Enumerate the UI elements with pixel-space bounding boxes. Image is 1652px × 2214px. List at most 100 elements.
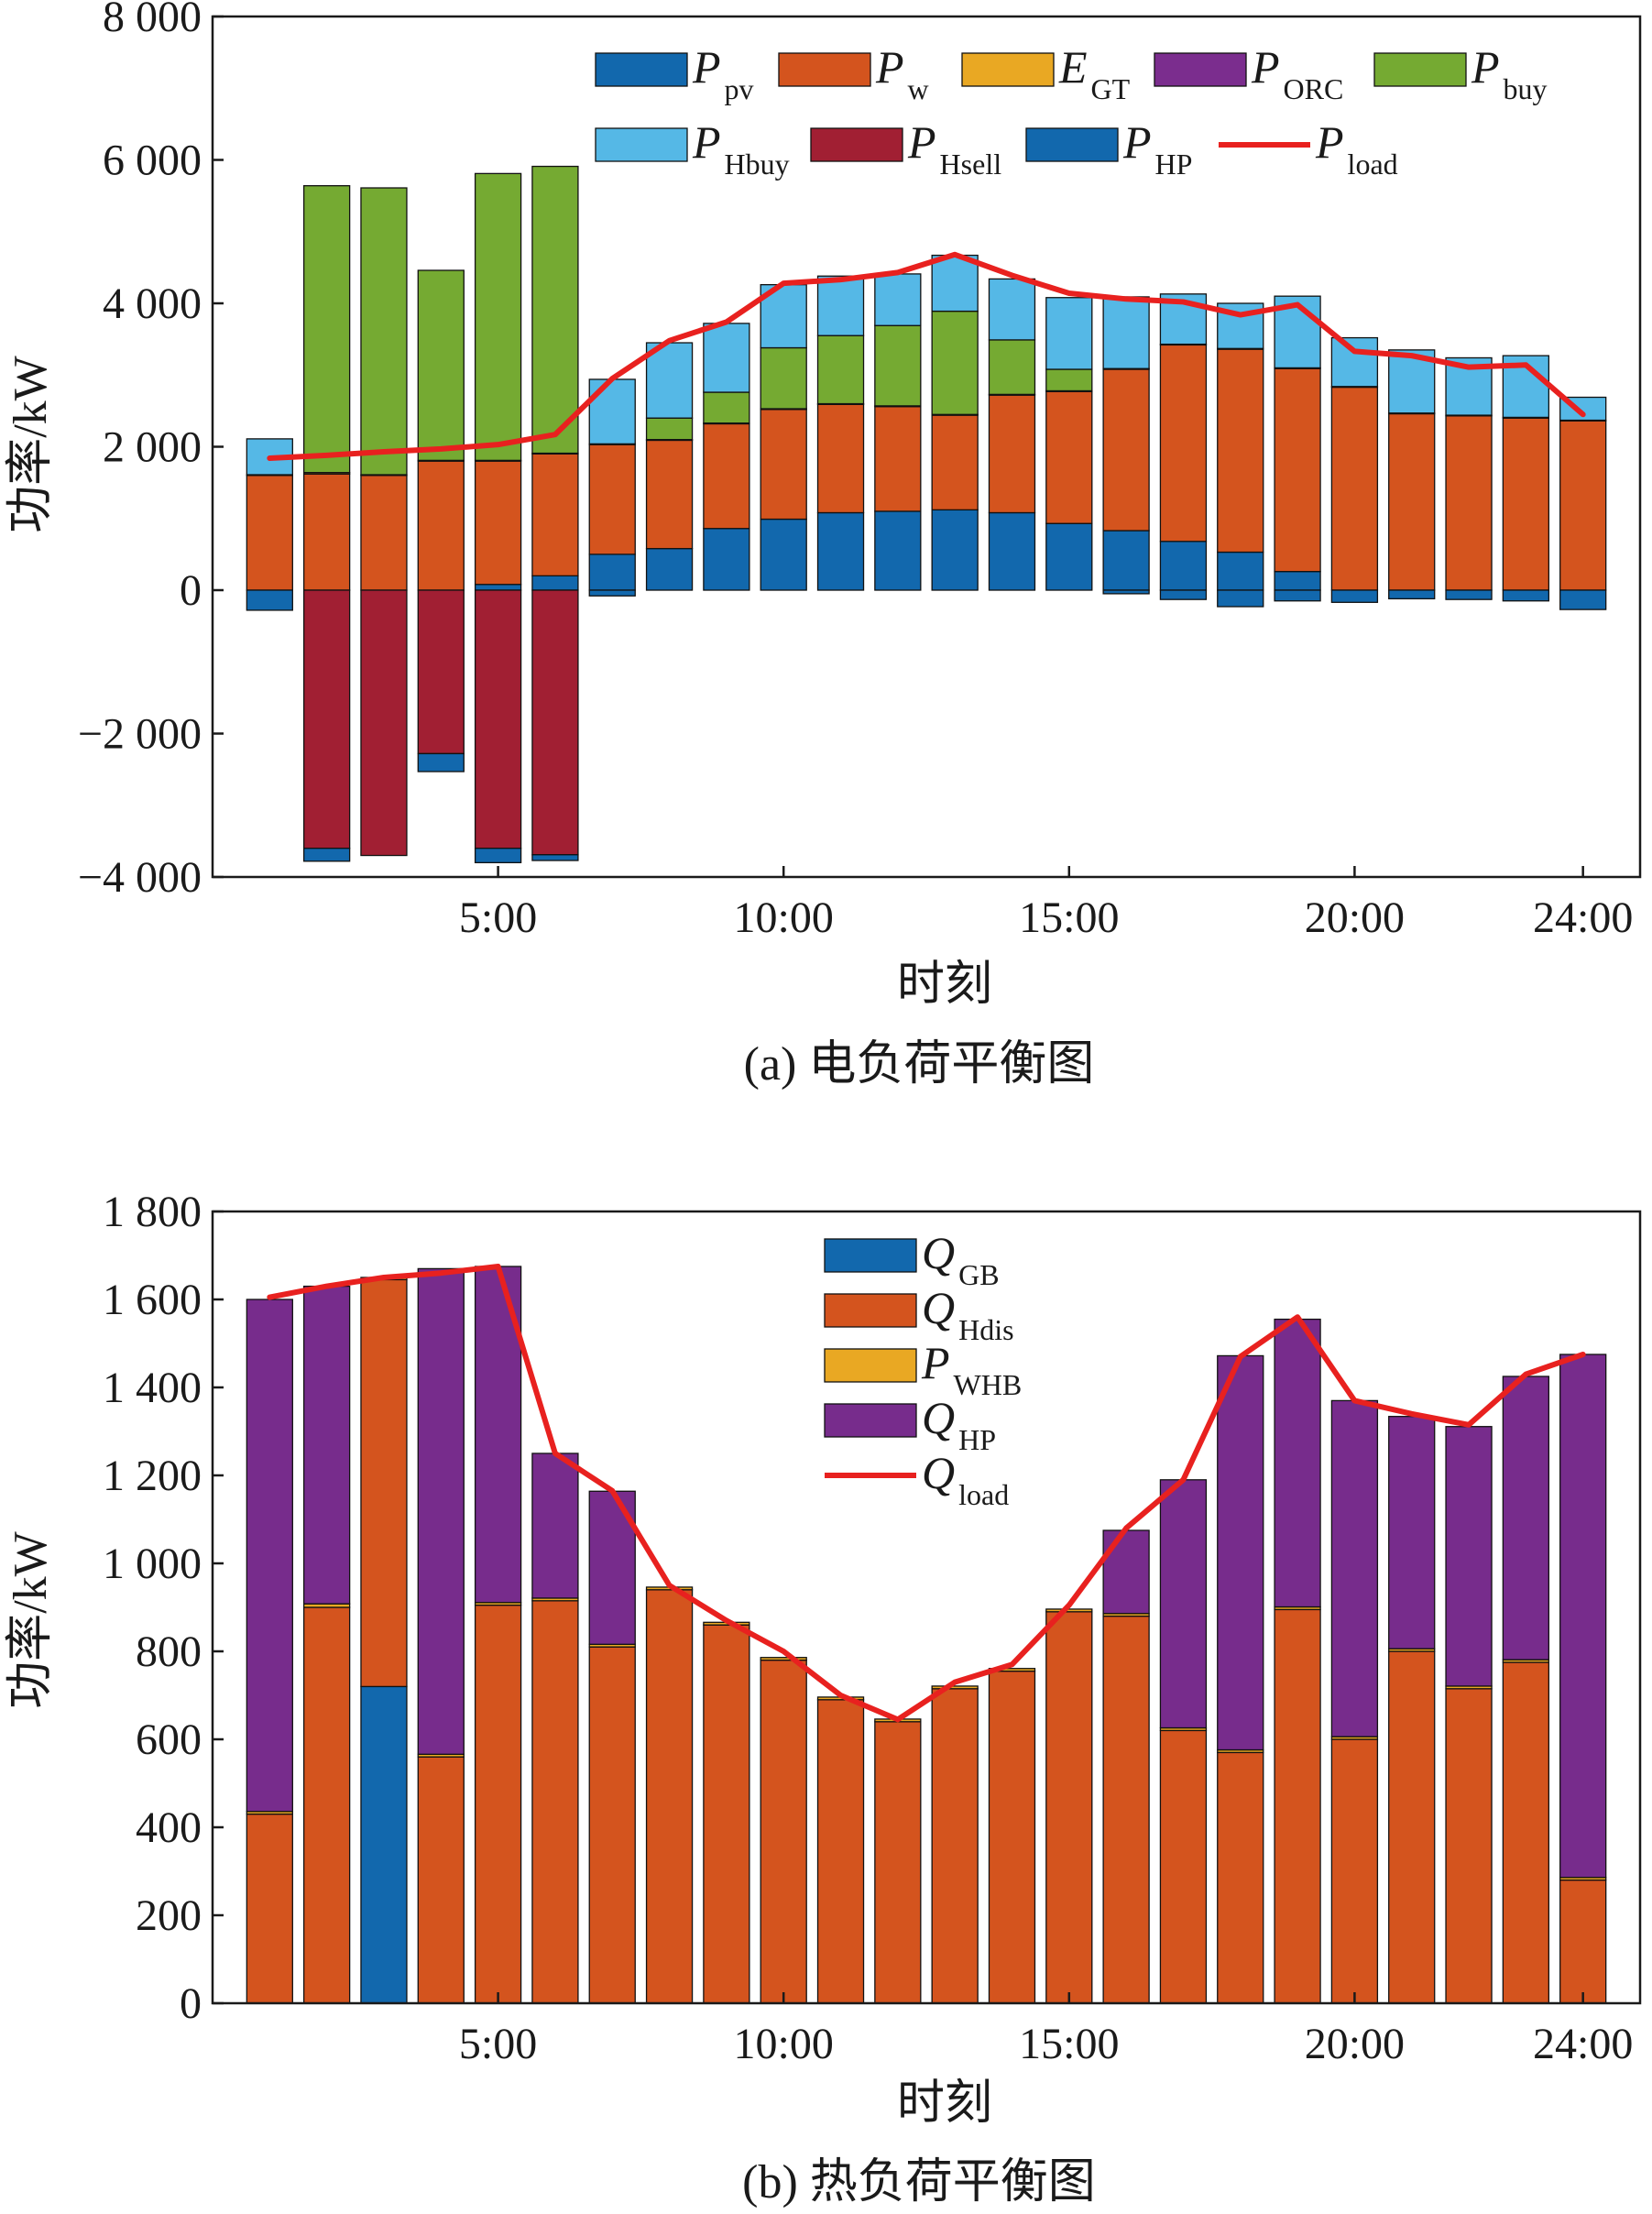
bar-P_Hbuy-h20: [1330, 336, 1379, 388]
bar-P_Hbuy-h11: [816, 275, 865, 336]
bar-P_Hsell-h3: [360, 589, 408, 857]
bar-Q_Hdis-h2: [302, 1606, 351, 2004]
line-P_load: [267, 251, 1586, 462]
y-tick-label: 1 800: [103, 1188, 202, 1236]
bar-P_WHB-h15: [1045, 1608, 1093, 1613]
legend-swatch: [824, 1238, 917, 1273]
y-tick-label: 0: [180, 1979, 202, 2028]
bar-P_HP-h19: [1274, 589, 1321, 602]
bar-P_HP-h20: [1330, 589, 1379, 603]
bar-P_buy-h15: [1045, 368, 1093, 392]
y-tick-label: 400: [136, 1803, 202, 1852]
bar-Q_Hdis-h20: [1330, 1738, 1379, 2004]
legend-label: Q HP: [922, 1392, 996, 1456]
y-tick-label: 200: [136, 1891, 202, 1940]
bars-electric: [246, 165, 1607, 864]
bar-P_WHB-h10: [760, 1657, 807, 1661]
bar-P_buy-h3: [360, 187, 408, 476]
y-tick-label: 8 000: [103, 0, 202, 41]
bar-P_Hbuy-h14: [988, 278, 1036, 341]
legend-label: P HP: [1122, 116, 1192, 181]
bar-P_w-h5: [474, 460, 522, 586]
bar-Q_Hdis-h24: [1559, 1879, 1607, 2004]
bar-Q_Hdis-h8: [645, 1589, 694, 2004]
bar-P_w-h24: [1559, 420, 1607, 591]
y-tick-label: 2 000: [103, 423, 202, 472]
bar-P_buy-h8: [645, 417, 694, 441]
bar-P_w-h10: [760, 409, 807, 521]
bar-P_HP-h4: [417, 752, 465, 773]
bar-P_Hbuy-h15: [1045, 297, 1093, 370]
y-tick-label: 600: [136, 1715, 202, 1764]
axis-ticks-a: −4 000 −2 000 0 2 000 4 000 6 000 8 000 5:00 10:…: [78, 0, 1633, 942]
x-tick-label: 20:00: [1305, 893, 1405, 942]
legend-label: P ORC: [1251, 41, 1343, 105]
bar-Q_Hdis-h13: [931, 1688, 979, 2004]
bar-P_Hbuy-h13: [931, 254, 979, 312]
bar-P_pv-h16: [1102, 530, 1150, 591]
bar-Q_Hdis-h1: [246, 1813, 293, 2004]
bar-P_buy-h11: [816, 334, 865, 405]
legend-swatch: [778, 52, 871, 87]
bar-P_Hsell-h6: [531, 589, 579, 856]
load-line-electric: [267, 251, 1586, 462]
bar-P_w-h19: [1274, 367, 1321, 573]
legend-label: P Hbuy: [692, 116, 790, 181]
bar-P_pv-h5: [474, 584, 522, 591]
bar-Q_Hdis-h10: [760, 1659, 807, 2004]
bar-P_pv-h7: [588, 554, 636, 591]
bar-P_Hbuy-h16: [1102, 296, 1150, 369]
legend-swatch: [595, 52, 688, 87]
legend-label: Q GB: [922, 1227, 1000, 1291]
bar-P_w-h8: [645, 439, 694, 550]
x-axis-title-b: 时刻: [897, 2077, 992, 2130]
bar-P_Hsell-h5: [474, 589, 522, 849]
bar-Q_HP-h20: [1330, 1399, 1379, 1737]
bar-P_Hbuy-h7: [588, 378, 636, 445]
bar-Q_HP-h18: [1217, 1354, 1264, 1751]
bar-P_pv-h11: [816, 511, 865, 591]
bar-P_w-h2: [302, 473, 351, 591]
y-tick-label: 1 600: [103, 1276, 202, 1324]
bar-Q_HP-h22: [1445, 1426, 1493, 1687]
legend-label: P WHB: [921, 1337, 1022, 1401]
y-tick-label: −2 000: [78, 710, 202, 759]
bar-P_pv-h18: [1217, 551, 1264, 591]
bar-Q_Hdis-h23: [1502, 1661, 1550, 2004]
bar-P_buy-h13: [931, 310, 979, 415]
x-tick-label: 24:00: [1533, 2020, 1633, 2068]
bar-P_Hbuy-h12: [874, 273, 922, 326]
bar-P_HP-h1: [246, 589, 293, 611]
bar-P_w-h3: [360, 475, 408, 591]
bar-P_w-h22: [1445, 415, 1493, 591]
bar-Q_Hdis-h21: [1388, 1650, 1436, 2004]
bar-Q_Hdis-h6: [531, 1600, 579, 2004]
legend-item-P_Hbuy: P Hbuy: [595, 116, 790, 181]
x-axis-title-a: 时刻: [897, 959, 992, 1011]
legend-swatch: [961, 52, 1055, 87]
y-tick-label: 6 000: [103, 137, 202, 185]
plot-frame-b: [211, 1210, 1642, 2005]
load-line-heat: [267, 1264, 1586, 1723]
x-tick-label: 5:00: [459, 893, 537, 942]
bar-P_pv-h17: [1159, 541, 1208, 591]
bar-P_HP-h22: [1445, 589, 1493, 600]
bar-P_Hbuy-h9: [703, 323, 750, 393]
caption-a: (a) 电负荷平衡图: [744, 1038, 1095, 1091]
bar-Q_HP-h23: [1502, 1376, 1550, 1660]
bar-P_w-h1: [246, 475, 293, 591]
bar-P_pv-h14: [988, 511, 1036, 591]
bar-Q_Hdis-h19: [1274, 1608, 1321, 2004]
y-tick-label: −4 000: [78, 853, 202, 902]
legend-item-P_ORC: P ORC: [1154, 41, 1343, 105]
bar-Q_HP-h1: [246, 1299, 293, 1813]
y-tick-label: 0: [180, 566, 202, 615]
